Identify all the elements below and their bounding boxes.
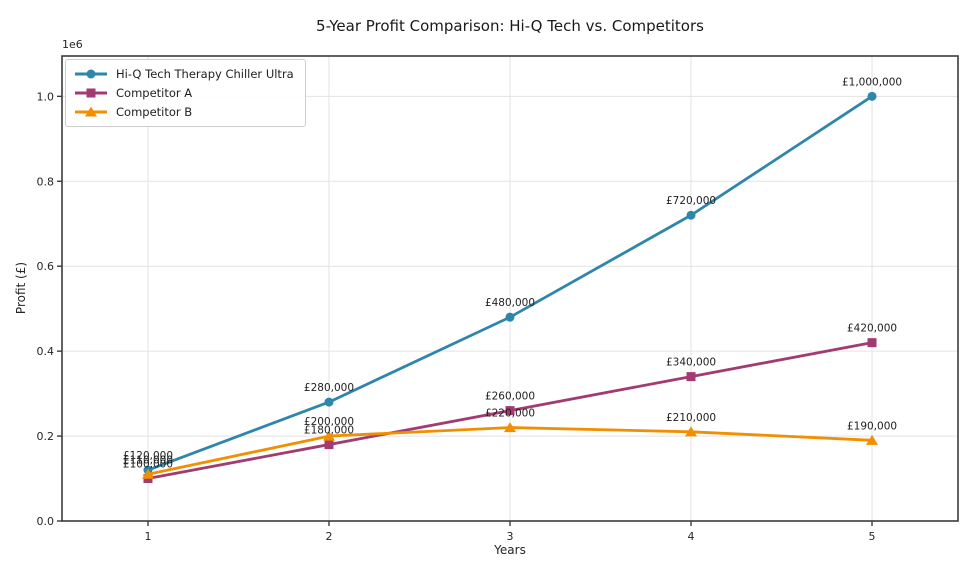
data-point-square (505, 406, 515, 416)
data-point-square (867, 338, 877, 348)
data-point-circle (324, 397, 334, 407)
data-point-label: £190,000 (847, 420, 897, 432)
data-point-square (686, 372, 696, 382)
legend-label: Competitor B (116, 105, 193, 119)
data-point-label: £480,000 (485, 297, 535, 309)
data-point-label: £120,000 (123, 450, 173, 462)
data-point-triangle (504, 422, 516, 433)
data-point-circle (686, 210, 696, 220)
data-point-triangle (685, 426, 698, 437)
data-point-square (324, 440, 334, 450)
series-competitor-b (141, 422, 879, 479)
x-tick-label: 5 (869, 530, 876, 543)
data-point-triangle (141, 468, 154, 479)
legend-label: Hi-Q Tech Therapy Chiller Ultra (116, 67, 294, 81)
data-point-circle (867, 91, 877, 101)
x-tick-label: 1 (144, 530, 151, 543)
x-axis-label: Years (494, 543, 526, 557)
chart-title: 5-Year Profit Comparison: Hi-Q Tech vs. … (316, 17, 704, 35)
data-point-label: £180,000 (304, 425, 354, 437)
y-tick-label: 0.0 (37, 515, 55, 528)
data-point-label: £420,000 (847, 323, 897, 335)
y-tick-label: 0.4 (37, 345, 55, 358)
y-tick-label: 0.8 (37, 175, 55, 188)
plot-border (61, 55, 959, 522)
data-point-label: £220,000 (485, 408, 535, 420)
data-point-label: £260,000 (485, 391, 535, 403)
y-axis-offset-label: 1e6 (62, 38, 83, 51)
y-tick-label: 0.6 (37, 260, 55, 273)
legend: Hi-Q Tech Therapy Chiller Ultra Competito… (65, 59, 306, 127)
data-point-label: £200,000 (304, 416, 354, 428)
circle-marker-swatch-icon (75, 69, 107, 79)
data-point-circle (505, 312, 515, 322)
data-point-label: £100,000 (123, 459, 173, 471)
data-point-label: £340,000 (666, 357, 716, 369)
data-point-label: £1,000,000 (842, 76, 902, 88)
legend-item: Competitor B (74, 104, 294, 120)
legend-item: Hi-Q Tech Therapy Chiller Ultra (74, 66, 294, 82)
data-point-label: £280,000 (304, 382, 354, 394)
square-marker-swatch-icon (75, 88, 107, 98)
x-tick-label: 4 (688, 530, 695, 543)
data-point-label: £720,000 (666, 195, 716, 207)
legend-item: Competitor A (74, 85, 294, 101)
y-tick-label: 0.2 (37, 430, 55, 443)
y-tick-label: 1.0 (37, 90, 55, 103)
data-point-label: £210,000 (666, 412, 716, 424)
triangle-marker-swatch-icon (75, 106, 107, 117)
data-point-triangle (322, 430, 335, 441)
x-tick-label: 3 (507, 530, 514, 543)
legend-label: Competitor A (116, 86, 193, 100)
data-point-label: £110,000 (123, 454, 173, 466)
data-point-triangle (866, 434, 879, 445)
x-tick-label: 2 (325, 530, 332, 543)
